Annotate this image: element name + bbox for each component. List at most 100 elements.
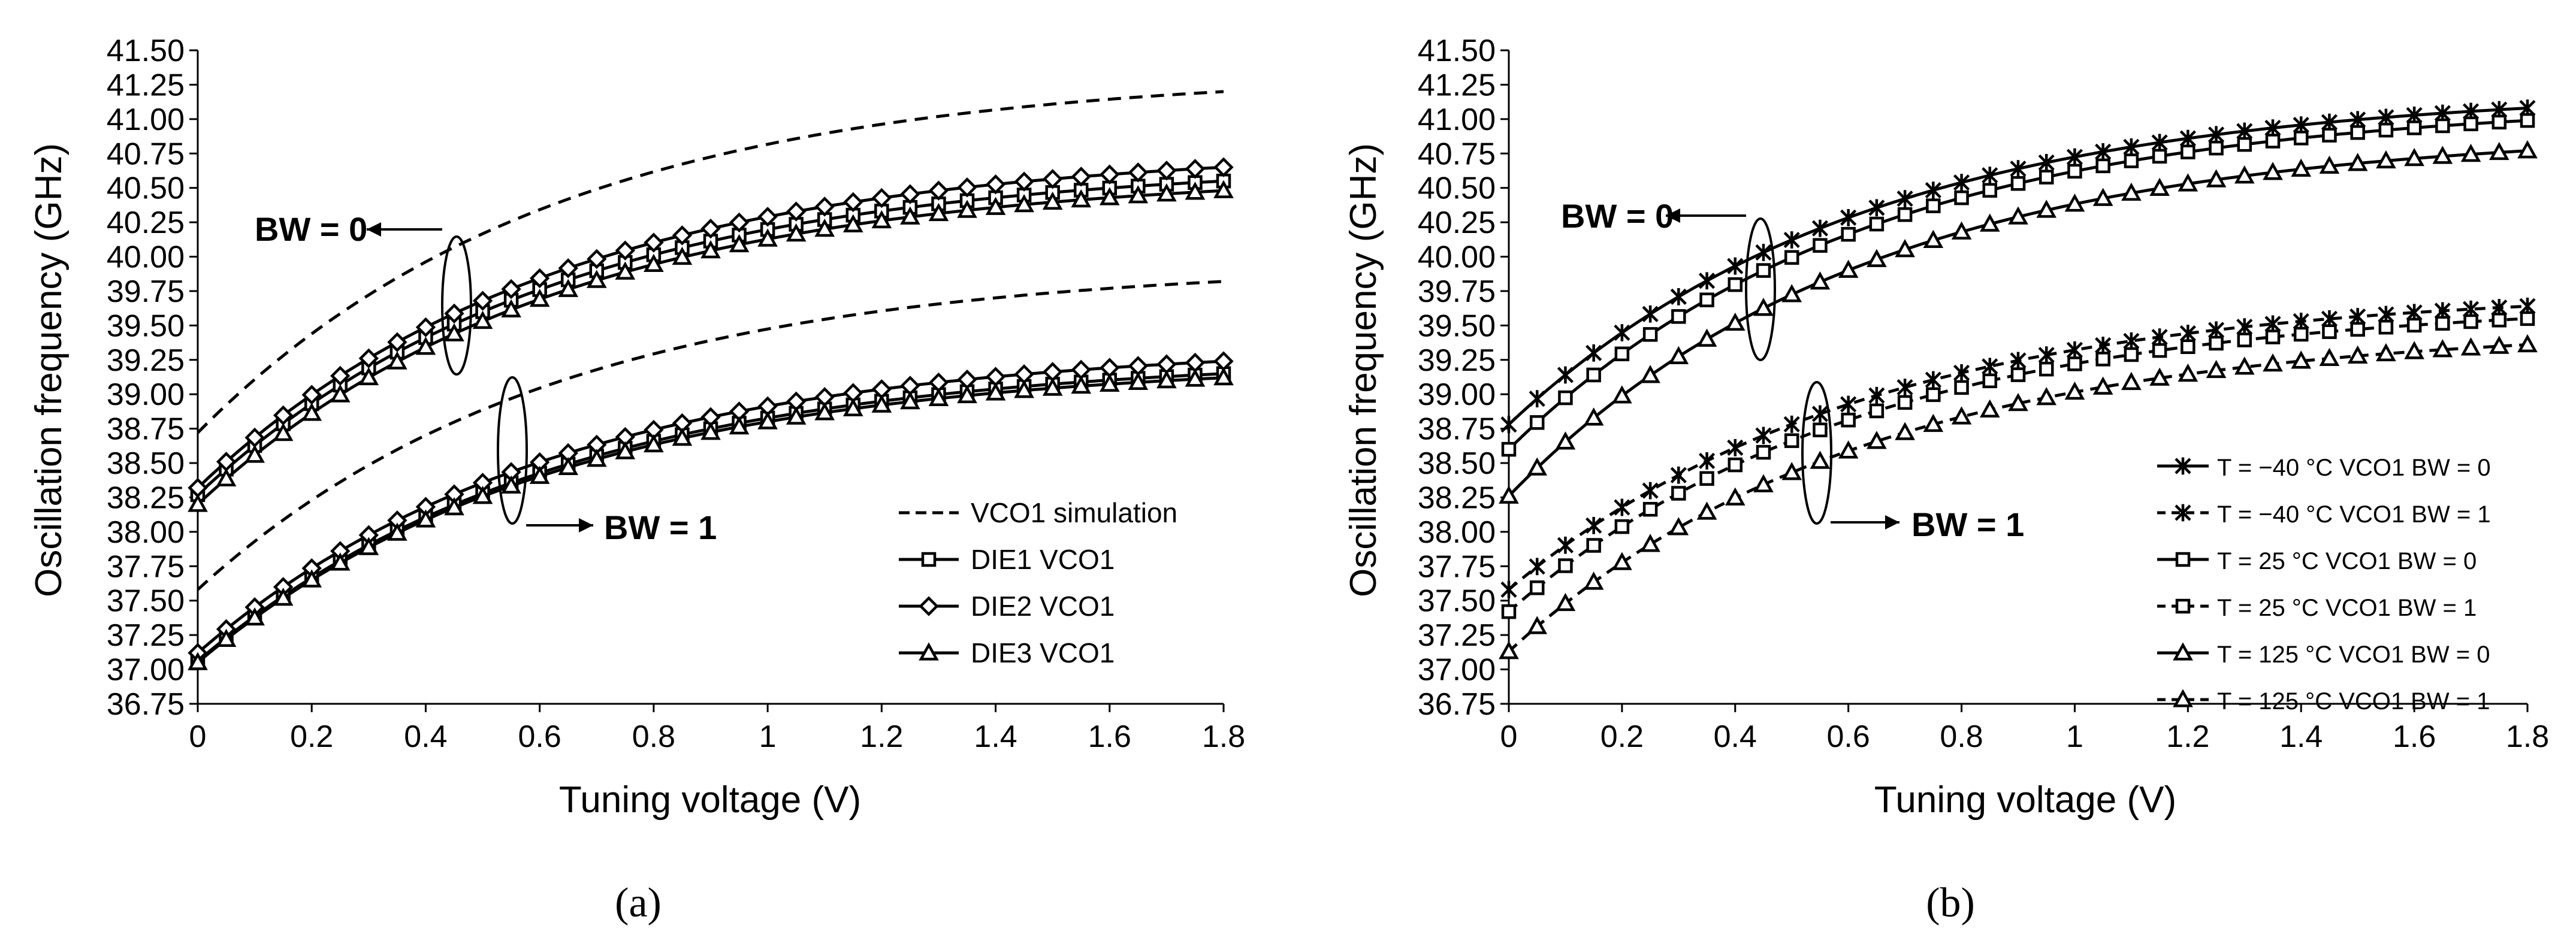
- data-point: [2092, 187, 2113, 206]
- data-point: [1953, 364, 1970, 382]
- y-tick-label: 38.75: [107, 412, 185, 447]
- data-point: [216, 628, 237, 648]
- x-tick-label: 0.6: [518, 719, 561, 754]
- data-point: [2036, 199, 2057, 218]
- data-point: [1867, 431, 1887, 449]
- legend-label: T = 125 °C VCO1 BW = 0: [2217, 642, 2490, 668]
- legend-marker: [2173, 689, 2193, 707]
- data-point: [2376, 150, 2396, 169]
- data-point: [529, 268, 550, 289]
- data-point: [1128, 185, 1149, 204]
- data-point: [1982, 358, 1998, 376]
- data-point: [1727, 257, 1744, 275]
- y-tick-label: 37.00: [107, 653, 185, 688]
- x-tick-label: 0.6: [1827, 719, 1870, 754]
- data-point: [1925, 181, 1941, 199]
- data-point: [1014, 171, 1034, 192]
- data-point: [1811, 219, 1829, 237]
- data-point: [2293, 326, 2309, 342]
- annotation-oval: [1745, 217, 1776, 361]
- data-point: [729, 416, 750, 435]
- annotation-arrowhead: [579, 518, 593, 532]
- data-point: [900, 184, 920, 204]
- y-tick-label: 38.25: [1418, 480, 1496, 515]
- annotation-oval: [1801, 381, 1832, 525]
- data-point: [2265, 134, 2281, 149]
- x-axis-title-b: Tuning voltage (V): [1874, 779, 2176, 821]
- x-tick-label: 1.8: [1202, 719, 1245, 754]
- data-point: [1755, 244, 1772, 261]
- data-point: [1756, 263, 1771, 278]
- annotation-bw0-a: BW = 0: [255, 210, 367, 248]
- data-point: [1727, 438, 1744, 456]
- data-point: [2520, 113, 2535, 128]
- data-point: [244, 444, 265, 463]
- chart-panel-b: Oscillation frequency (GHz) Tuning volta…: [1343, 34, 2549, 926]
- legend-label: T = 125 °C VCO1 BW = 1: [2217, 688, 2490, 715]
- data-point: [1583, 571, 1604, 590]
- data-point: [2039, 361, 2054, 377]
- x-tick-label: 0.4: [1714, 719, 1757, 754]
- data-point: [1100, 164, 1120, 184]
- data-point: [2206, 169, 2227, 187]
- data-point: [842, 214, 863, 232]
- x-tick-label: 1.4: [974, 719, 1017, 754]
- annotation-oval: [497, 376, 528, 525]
- x-tick-label: 0.2: [290, 719, 333, 754]
- data-point: [1185, 159, 1206, 179]
- data-point: [587, 249, 607, 270]
- data-point: [2008, 206, 2028, 225]
- data-point: [1156, 161, 1177, 181]
- x-tick-label: 1.2: [2166, 719, 2209, 754]
- data-point: [2517, 140, 2538, 159]
- data-point: [957, 199, 977, 218]
- data-point: [1897, 395, 1913, 410]
- legend-marker: [921, 552, 937, 567]
- data-point: [786, 406, 807, 425]
- data-point: [1923, 413, 1944, 432]
- data-point: [1781, 284, 1802, 302]
- x-axis-title-a: Tuning voltage (V): [559, 779, 861, 821]
- data-point: [2039, 170, 2054, 184]
- data-point: [2207, 321, 2225, 339]
- data-point: [1612, 552, 1632, 570]
- data-point: [2489, 141, 2509, 161]
- chart-panel-a: Oscillation frequency (GHz) Tuning volta…: [28, 34, 1245, 926]
- data-point: [2520, 311, 2535, 326]
- y-tick-label: 36.75: [107, 687, 185, 722]
- data-point: [1838, 440, 1859, 459]
- data-point: [1698, 452, 1716, 470]
- data-point: [1612, 385, 1632, 404]
- data-point: [1099, 187, 1120, 205]
- data-point: [729, 234, 750, 253]
- data-point: [957, 385, 977, 404]
- data-point: [1156, 183, 1177, 202]
- data-point: [2124, 347, 2139, 362]
- data-point: [2460, 143, 2481, 162]
- data-point: [1668, 517, 1689, 535]
- x-tick-label: 1.6: [2393, 719, 2436, 754]
- data-point: [1923, 229, 1944, 249]
- data-point: [900, 391, 920, 410]
- data-point: [1671, 309, 1686, 324]
- data-point: [1586, 517, 1602, 534]
- y-tick-label: 37.25: [1418, 618, 1496, 653]
- data-point: [586, 270, 607, 288]
- data-point: [358, 537, 379, 555]
- data-point: [2123, 332, 2140, 350]
- data-point: [1696, 328, 1717, 347]
- x-tick-label: 0.2: [1600, 719, 1644, 754]
- y-tick-label: 39.50: [107, 308, 185, 343]
- data-point: [985, 382, 1006, 401]
- data-point: [188, 494, 208, 512]
- data-point: [2378, 122, 2394, 138]
- data-point: [2010, 352, 2027, 370]
- data-point: [586, 449, 607, 467]
- data-point: [1810, 450, 1831, 469]
- data-point: [1557, 366, 1574, 384]
- data-point: [1954, 190, 1969, 205]
- data-point: [2460, 337, 2481, 356]
- data-point: [1586, 367, 1601, 383]
- data-point: [644, 434, 664, 453]
- y-tick-label: 40.25: [107, 205, 185, 240]
